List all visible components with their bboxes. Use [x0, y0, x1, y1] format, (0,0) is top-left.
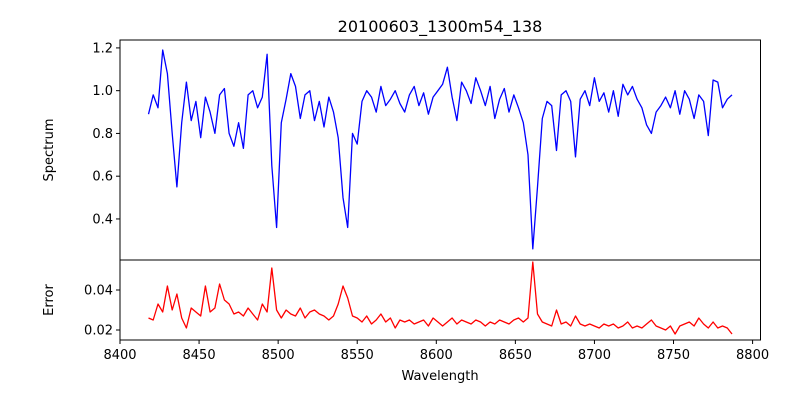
y-tick-label: 0.04 — [84, 284, 113, 299]
x-axis-label: Wavelength — [401, 369, 478, 384]
y-tick-label: 0.6 — [92, 170, 113, 185]
error-line — [148, 261, 733, 335]
error-axes: 0.02 0.04 8400 8450 8500 8550 8600 8650 8700 8750… — [84, 259, 769, 363]
x-tick-label: 8450 — [183, 348, 216, 363]
y-tick-label: 1.2 — [92, 41, 113, 56]
x-tick-label: 8600 — [420, 348, 453, 363]
y-tick-label: 0.4 — [92, 212, 113, 227]
chart-title: 20100603_1300m54_138 — [338, 17, 543, 37]
y-tick-label: 1.0 — [92, 84, 113, 99]
axes-frame — [119, 259, 761, 341]
axes-frame — [119, 39, 761, 261]
x-tick-label: 8800 — [736, 348, 769, 363]
spectrum-line — [147, 49, 733, 250]
x-tick-label: 8700 — [578, 348, 611, 363]
x-tick-label: 8550 — [341, 348, 374, 363]
y-axis-label-error: Error — [42, 284, 57, 316]
y-tick-label: 0.8 — [92, 127, 113, 142]
x-tick-label: 8750 — [657, 348, 690, 363]
x-tick-label: 8400 — [103, 348, 136, 363]
x-tick-label: 8650 — [499, 348, 532, 363]
y-axis-label-spectrum: Spectrum — [42, 119, 57, 182]
spectrum-axes: 0.4 0.6 0.8 1.0 1.2 — [92, 39, 761, 261]
y-tick-label: 0.02 — [84, 324, 113, 339]
x-tick-label: 8500 — [262, 348, 295, 363]
